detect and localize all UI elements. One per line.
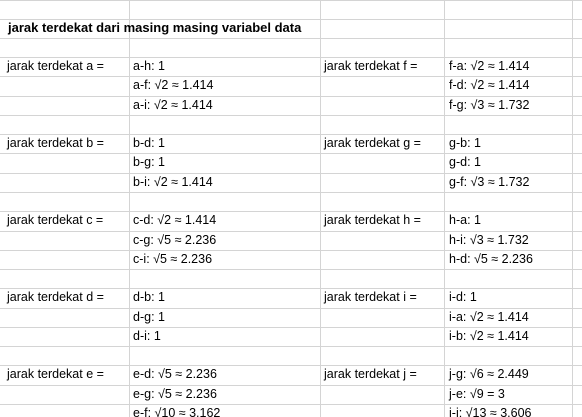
column-divider — [572, 0, 573, 417]
row-divider — [0, 115, 582, 116]
value-cell[interactable]: d-i: 1 — [133, 329, 161, 343]
sheet-title[interactable]: jarak terdekat dari masing masing variab… — [8, 20, 302, 35]
value-cell[interactable]: c-i: √5 ≈ 2.236 — [133, 252, 213, 266]
row-divider — [0, 76, 582, 77]
value-cell[interactable]: g-b: 1 — [449, 136, 481, 150]
row-divider — [0, 250, 582, 251]
row-divider — [0, 365, 582, 366]
row-divider — [0, 19, 582, 20]
value-cell[interactable]: j-i: √13 ≈ 3.606 — [449, 406, 532, 417]
row-divider — [0, 38, 582, 39]
row-divider — [0, 308, 582, 309]
label-cell-b[interactable]: jarak terdekat b = — [7, 136, 104, 150]
row-divider — [0, 269, 582, 270]
value-cell[interactable]: g-d: 1 — [449, 155, 481, 169]
row-divider — [0, 153, 582, 154]
value-cell[interactable]: e-f: √10 ≈ 3.162 — [133, 406, 221, 417]
label-cell-j[interactable]: jarak terdekat j = — [324, 367, 417, 381]
value-cell[interactable]: g-f: √3 ≈ 1.732 — [449, 175, 530, 189]
value-cell[interactable]: b-d: 1 — [133, 136, 165, 150]
value-cell[interactable]: i-b: √2 ≈ 1.414 — [449, 329, 529, 343]
value-cell[interactable]: j-e: √9 = 3 — [449, 387, 505, 401]
label-cell-a[interactable]: jarak terdekat a = — [7, 59, 104, 73]
value-cell[interactable]: b-i: √2 ≈ 1.414 — [133, 175, 213, 189]
value-cell[interactable]: e-g: √5 ≈ 2.236 — [133, 387, 217, 401]
label-cell-d[interactable]: jarak terdekat d = — [7, 290, 104, 304]
value-cell[interactable]: a-i: √2 ≈ 1.414 — [133, 98, 213, 112]
value-cell[interactable]: j-g: √6 ≈ 2.449 — [449, 367, 529, 381]
row-divider — [0, 211, 582, 212]
value-cell[interactable]: d-b: 1 — [133, 290, 165, 304]
value-cell[interactable]: f-d: √2 ≈ 1.414 — [449, 78, 530, 92]
row-divider — [0, 385, 582, 386]
value-cell[interactable]: i-a: √2 ≈ 1.414 — [449, 310, 529, 324]
value-cell[interactable]: e-d: √5 ≈ 2.236 — [133, 367, 217, 381]
column-divider — [129, 0, 130, 417]
label-cell-i[interactable]: jarak terdekat i = — [324, 290, 417, 304]
row-divider — [0, 346, 582, 347]
label-cell-e[interactable]: jarak terdekat e = — [7, 367, 104, 381]
label-cell-h[interactable]: jarak terdekat h = — [324, 213, 421, 227]
value-cell[interactable]: c-d: √2 ≈ 1.414 — [133, 213, 217, 227]
row-divider — [0, 327, 582, 328]
row-divider — [0, 231, 582, 232]
value-cell[interactable]: d-g: 1 — [133, 310, 165, 324]
value-cell[interactable]: f-a: √2 ≈ 1.414 — [449, 59, 530, 73]
value-cell[interactable]: c-g: √5 ≈ 2.236 — [133, 233, 217, 247]
row-divider — [0, 134, 582, 135]
value-cell[interactable]: h-a: 1 — [449, 213, 481, 227]
column-divider — [444, 0, 445, 417]
row-divider — [0, 288, 582, 289]
value-cell[interactable]: b-g: 1 — [133, 155, 165, 169]
row-divider — [0, 0, 582, 1]
row-divider — [0, 96, 582, 97]
value-cell[interactable]: i-d: 1 — [449, 290, 477, 304]
column-divider — [320, 0, 321, 417]
label-cell-f[interactable]: jarak terdekat f = — [324, 59, 418, 73]
label-cell-g[interactable]: jarak terdekat g = — [324, 136, 421, 150]
value-cell[interactable]: f-g: √3 ≈ 1.732 — [449, 98, 530, 112]
row-divider — [0, 57, 582, 58]
label-cell-c[interactable]: jarak terdekat c = — [7, 213, 104, 227]
value-cell[interactable]: h-d: √5 ≈ 2.236 — [449, 252, 533, 266]
row-divider — [0, 404, 582, 405]
row-divider — [0, 173, 582, 174]
value-cell[interactable]: h-i: √3 ≈ 1.732 — [449, 233, 529, 247]
value-cell[interactable]: a-f: √2 ≈ 1.414 — [133, 78, 214, 92]
row-divider — [0, 192, 582, 193]
value-cell[interactable]: a-h: 1 — [133, 59, 165, 73]
